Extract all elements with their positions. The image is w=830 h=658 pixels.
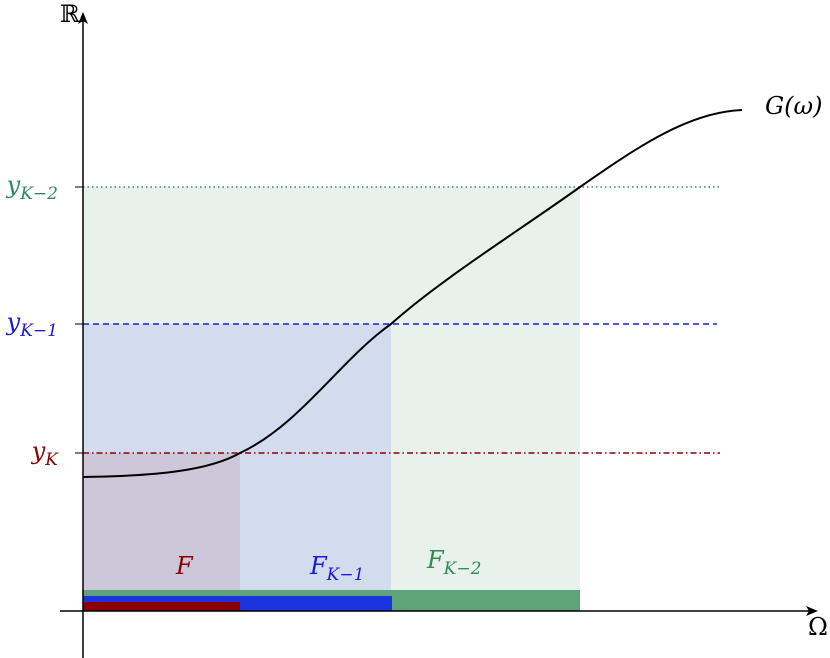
level-sub: K−2	[19, 184, 58, 204]
set-bar-k	[83, 602, 240, 611]
level-sub: K	[44, 450, 59, 470]
level-sub: K−1	[19, 321, 58, 341]
level-base: y	[6, 171, 21, 199]
level-base: y	[6, 308, 21, 336]
set-sub: K−2	[443, 559, 482, 579]
region-k	[83, 453, 240, 611]
y-axis-label: ℝ	[60, 0, 81, 28]
set-base: F	[426, 546, 445, 574]
set-sub: K−1	[326, 565, 365, 585]
set-label: FK−1	[309, 552, 364, 585]
level-label: yK−2	[6, 171, 58, 204]
level-label: yK−1	[6, 308, 58, 341]
curve	[82, 109, 743, 478]
set-base: F	[309, 552, 328, 580]
level-base: y	[31, 437, 46, 465]
x-axis-label: Ω	[808, 613, 828, 641]
level-label: yK	[31, 437, 60, 470]
curve-label: G(ω)	[765, 92, 822, 120]
set-label: FK−2	[426, 546, 481, 579]
set-label: F	[175, 552, 194, 580]
